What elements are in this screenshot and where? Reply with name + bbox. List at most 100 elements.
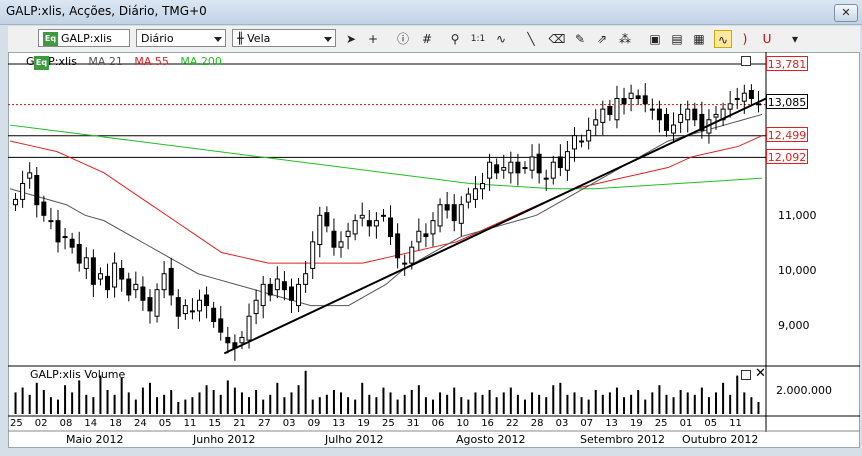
volume-bar: [262, 399, 265, 414]
candle-body: [734, 98, 740, 101]
legend-ma21[interactable]: MA 21: [88, 55, 123, 68]
x-tick-label: 21: [233, 418, 246, 429]
volume-bar: [693, 394, 696, 414]
indicator-icon[interactable]: ⁂: [619, 32, 631, 46]
legend-ma55[interactable]: MA 55: [134, 55, 169, 68]
legend-ma200[interactable]: MA 200: [180, 55, 222, 68]
candle-body: [310, 241, 316, 269]
candle-body: [225, 336, 231, 344]
candle-body: [586, 129, 592, 142]
volume-bar: [14, 392, 17, 414]
equity-icon: Eq: [34, 56, 49, 70]
candle-body: [48, 220, 54, 223]
volume-bar: [21, 387, 24, 414]
x-tick-label: 16: [481, 418, 494, 429]
candle-body: [522, 167, 528, 170]
volume-bar: [707, 397, 710, 414]
volume-bar: [608, 392, 611, 414]
candle-body: [267, 283, 273, 296]
chart-style-value: Vela: [247, 32, 271, 45]
chart-legend: GALP:xlis MA 21 MA 55 MA 200: [26, 55, 230, 68]
candle-body: [692, 108, 698, 121]
volume-bar: [644, 399, 647, 414]
zoom-icon[interactable]: ⚲: [450, 32, 460, 46]
sound-icon[interactable]: ): [742, 32, 748, 46]
volume-bar: [276, 382, 279, 414]
candle-body: [97, 273, 103, 280]
volume-bar: [453, 387, 456, 414]
magnet-icon[interactable]: U: [762, 32, 772, 46]
grid-icon[interactable]: #: [421, 32, 433, 46]
volume-bar: [424, 397, 427, 414]
compare-icon[interactable]: ▤: [671, 32, 683, 46]
crosshair-icon[interactable]: +: [367, 32, 379, 46]
volume-bar: [283, 397, 286, 414]
candle-body: [69, 238, 75, 248]
volume-bar: [495, 397, 498, 414]
candle-body: [331, 230, 337, 248]
symbol-combo[interactable]: Eq GALP:xlis: [38, 29, 130, 47]
x-tick-label: 27: [258, 418, 271, 429]
volume-bar: [382, 387, 385, 414]
template-icon[interactable]: ▣: [649, 32, 661, 46]
x-tick-label: 09: [307, 418, 321, 429]
volume-bar: [566, 394, 569, 414]
candle-body: [175, 297, 181, 317]
window-title: GALP:xlis, Acções, Diário, TMG+0: [6, 4, 207, 18]
candle-body: [140, 286, 146, 301]
candle-body: [480, 182, 486, 190]
candle-body: [430, 220, 436, 235]
candle-body: [487, 161, 493, 179]
x-tick-label: 25: [382, 418, 395, 429]
volume-bar: [559, 382, 562, 414]
chevron-down-icon: [214, 37, 222, 42]
volume-bar: [573, 392, 576, 414]
x-tick-label: 15: [208, 418, 222, 429]
pencil-icon[interactable]: ✎: [574, 32, 586, 46]
volume-bar: [516, 394, 519, 414]
volume-bar: [163, 394, 166, 414]
eraser-icon[interactable]: ⌫: [548, 32, 566, 46]
volume-bar: [226, 380, 229, 414]
close-icon[interactable]: ✕: [834, 4, 858, 22]
candle-body: [345, 230, 351, 238]
volume-bar: [509, 387, 512, 414]
line-tool-icon[interactable]: ╲: [527, 32, 535, 46]
zoom-reset-button[interactable]: 1:1: [470, 34, 486, 44]
wave-tool-icon[interactable]: ∿: [495, 32, 507, 46]
candle-body: [437, 204, 443, 227]
candle-body: [685, 108, 691, 121]
x-tick-label: 13: [332, 418, 346, 429]
candle-body: [564, 151, 570, 171]
volume-bar: [679, 390, 682, 414]
more-menu-icon[interactable]: ▾: [791, 32, 799, 46]
chart-style-select[interactable]: ╫ Vela: [232, 29, 336, 47]
close-pane-icon[interactable]: ✕: [755, 366, 766, 381]
candle-body: [288, 286, 294, 301]
period-select[interactable]: Diário: [136, 29, 226, 47]
candle-body: [458, 204, 464, 224]
candle-body: [423, 233, 429, 238]
fibonacci-icon[interactable]: ⇗: [596, 32, 608, 46]
oscillator-icon[interactable]: ∿: [714, 30, 732, 48]
volume-bar: [156, 397, 159, 414]
price-label-last: 13,085: [766, 94, 808, 109]
trendline: [223, 97, 767, 355]
cursor-arrow-icon[interactable]: ➤: [345, 32, 357, 46]
maximize-pane-icon[interactable]: [741, 56, 751, 66]
candle-body: [218, 318, 224, 333]
candle-body: [472, 188, 478, 200]
layout-icon[interactable]: ▦: [693, 32, 705, 46]
volume-bar: [665, 394, 668, 414]
volume-bar: [658, 385, 661, 414]
maximize-pane-icon[interactable]: [741, 370, 751, 380]
info-icon[interactable]: ⓘ: [396, 32, 409, 46]
candle-body: [133, 283, 139, 291]
x-tick-label: 06: [431, 418, 445, 429]
chart-area[interactable]: [8, 52, 860, 448]
candle-body: [536, 153, 542, 174]
volume-bar: [615, 387, 618, 414]
x-tick-label: 01: [679, 418, 693, 429]
candle-body: [161, 273, 167, 291]
